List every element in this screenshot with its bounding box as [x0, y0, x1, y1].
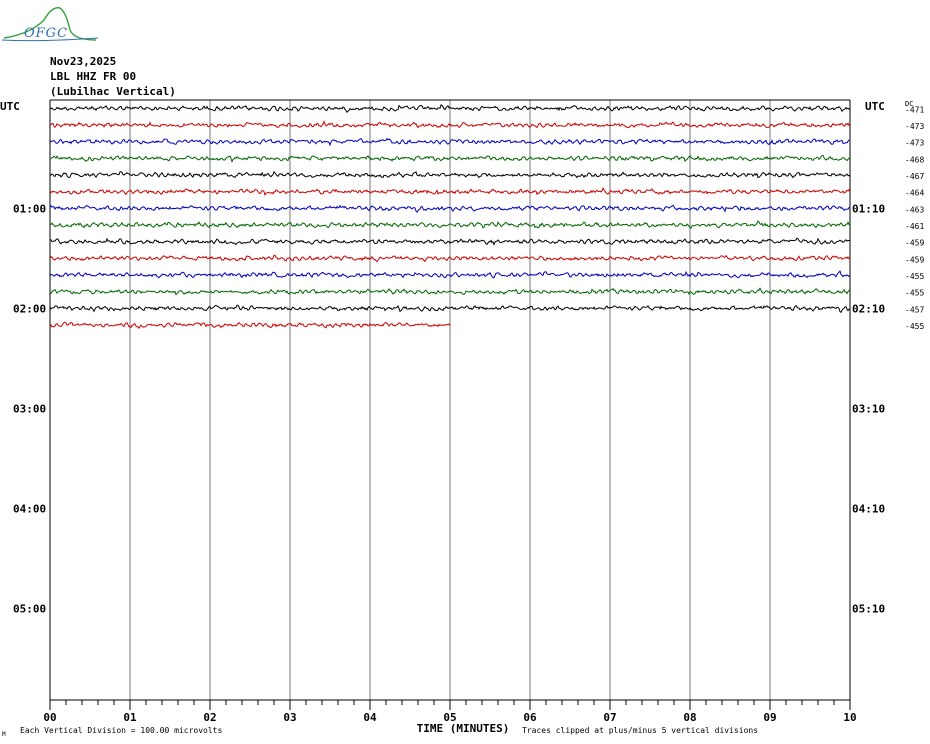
seismic-trace-row-14 — [49, 321, 451, 330]
x-tick-label: 09 — [763, 711, 776, 724]
right-hour-label: 02:10 — [852, 302, 885, 315]
x-tick-label: 04 — [363, 711, 377, 724]
x-tick-label: 08 — [683, 711, 696, 724]
left-hour-label: 01:00 — [13, 202, 46, 215]
x-axis-title: TIME (MINUTES) — [417, 722, 510, 735]
seismic-traces — [49, 104, 851, 330]
x-tick-label: 00 — [43, 711, 56, 724]
dc-offset-label: -461 — [905, 222, 924, 231]
right-utc-label: UTC — [865, 100, 885, 113]
seismic-trace-row-12 — [49, 287, 851, 296]
dc-offset-label: -455 — [905, 289, 924, 298]
dc-header-label: DC — [905, 100, 913, 108]
station-code: LBL HHZ FR 00 — [50, 70, 137, 83]
ofgc-logo: OFGC — [0, 0, 100, 46]
left-hour-label: 04:00 — [13, 502, 46, 515]
seismic-trace-row-3 — [49, 137, 851, 147]
x-tick-label: 01 — [123, 711, 137, 724]
dc-offset-label: -455 — [905, 322, 924, 331]
clip-note: Traces clipped at plus/minus 5 vertical … — [522, 726, 758, 735]
right-hour-label: 01:10 — [852, 202, 885, 215]
footer-mark: M — [2, 731, 6, 738]
logo-curve-icon — [1, 7, 99, 42]
dc-offset-label: -459 — [905, 255, 924, 264]
seismic-trace-row-5 — [49, 170, 851, 179]
right-hour-label: 04:10 — [852, 502, 885, 515]
seismic-trace-row-11 — [49, 269, 851, 279]
record-date: Nov23,2025 — [50, 55, 117, 68]
station-location: (Lubilhac Vertical) — [50, 85, 176, 98]
seismic-trace-row-10 — [49, 254, 851, 263]
dc-offset-label: -455 — [905, 272, 924, 281]
x-axis-ticks — [49, 700, 851, 710]
plot-grid — [49, 99, 851, 701]
seismic-trace-row-2 — [49, 119, 851, 129]
dc-offset-label: -467 — [905, 172, 924, 181]
right-hour-label: 05:10 — [852, 602, 885, 615]
scale-note: Each Vertical Division = 100.00 microvol… — [20, 726, 222, 735]
left-utc-label: UTC — [0, 100, 20, 113]
seismic-trace-row-9 — [49, 237, 851, 246]
dc-offset-label: -457 — [905, 305, 924, 314]
dc-offset-label: -468 — [905, 155, 924, 164]
dc-offset-label: -471 — [905, 105, 924, 114]
axis-labels: -471 -473 -473 -468 -467 -464 -463 -461 -459 -459… — [0, 100, 924, 738]
left-hour-label: 02:00 — [13, 302, 46, 315]
right-hour-label: 03:10 — [852, 402, 885, 415]
x-tick-label: 02 — [203, 711, 216, 724]
seismic-trace-row-7 — [49, 204, 851, 214]
x-tick-label: 10 — [843, 711, 856, 724]
logo-text: OFGC — [24, 26, 69, 41]
seismic-trace-row-8 — [50, 220, 851, 229]
left-hour-label: 03:00 — [13, 402, 46, 415]
left-hour-label: 05:00 — [13, 602, 46, 615]
seismic-trace-row-1 — [49, 104, 851, 114]
dc-offset-label: -473 — [905, 122, 924, 131]
dc-offset-label: -463 — [905, 205, 924, 214]
dc-offset-label: -473 — [905, 139, 924, 148]
x-tick-label: 05 — [443, 711, 456, 724]
x-tick-label: 03 — [283, 711, 296, 724]
x-tick-label: 06 — [523, 711, 537, 724]
seismic-trace-row-4 — [49, 154, 851, 164]
dc-offset-label: -459 — [905, 239, 924, 248]
seismic-trace-row-13 — [49, 304, 851, 314]
dc-offset-label: -464 — [905, 189, 924, 198]
x-tick-label: 07 — [603, 711, 616, 724]
seismic-trace-row-6 — [49, 187, 851, 197]
